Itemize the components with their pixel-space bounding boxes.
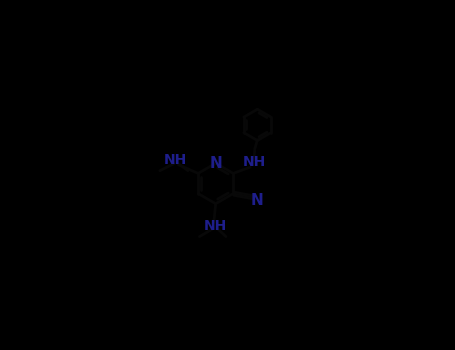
- Text: N: N: [209, 156, 222, 171]
- Text: NH: NH: [203, 219, 227, 233]
- Text: N: N: [251, 193, 264, 208]
- Text: NH: NH: [243, 155, 266, 169]
- Text: NH: NH: [164, 153, 187, 167]
